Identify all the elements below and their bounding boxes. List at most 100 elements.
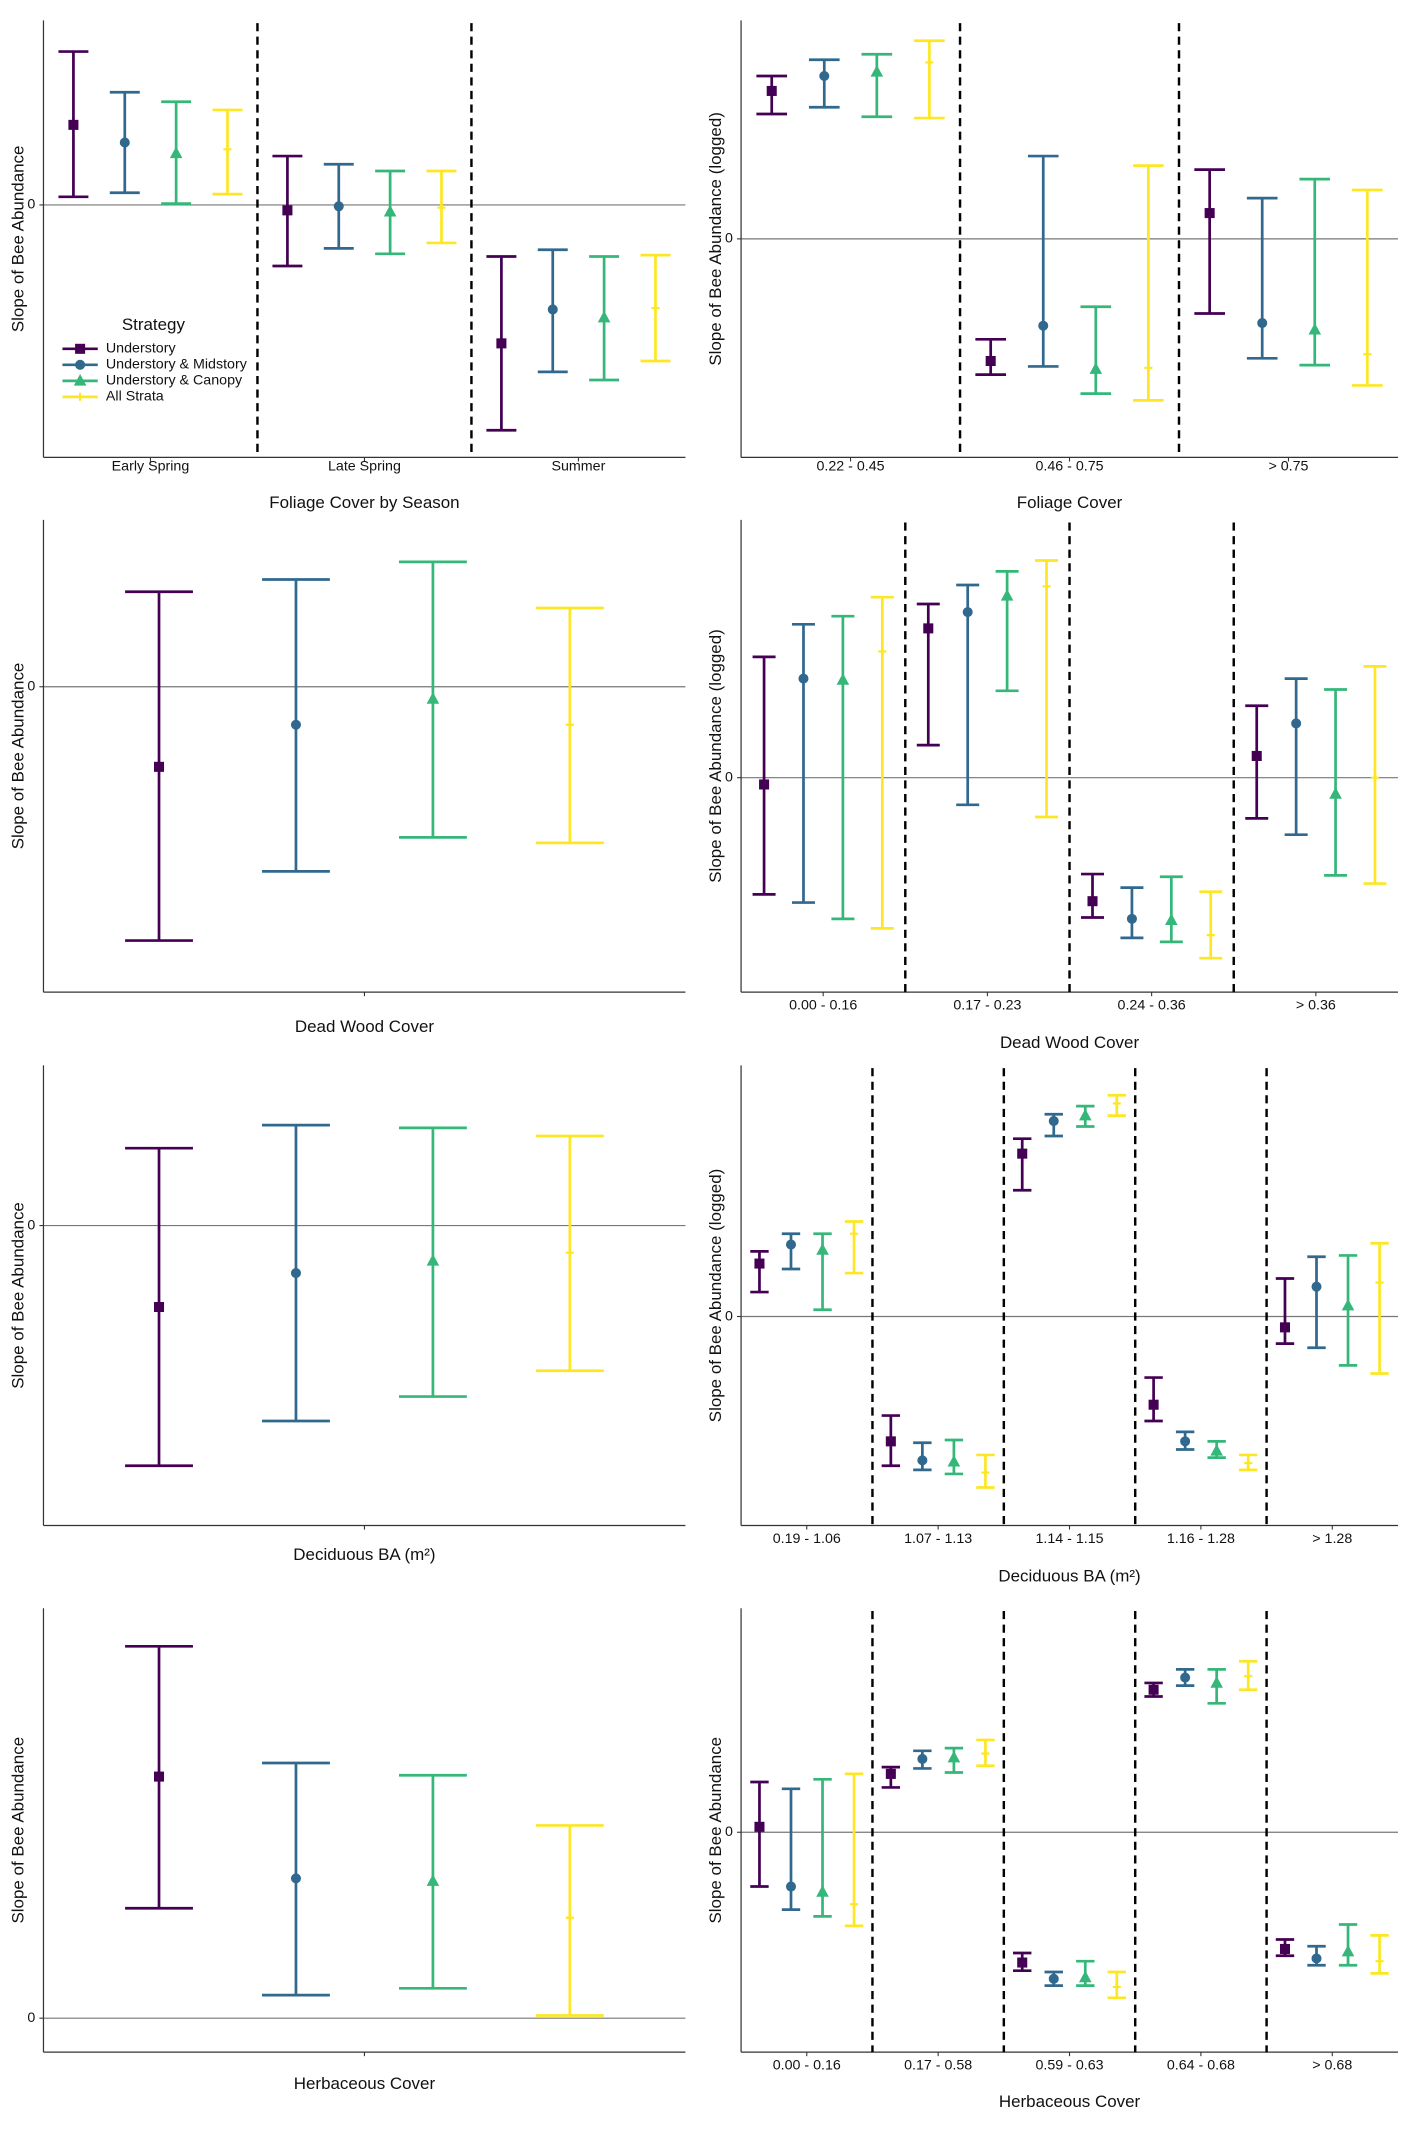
point: [426, 1874, 440, 1886]
legend-marker: [76, 392, 85, 401]
legend-label: Understory & Midstory: [106, 357, 248, 373]
point: [1144, 363, 1153, 372]
point: [870, 65, 884, 77]
point: [1206, 931, 1215, 940]
x-axis-label: Deciduous BA (m²): [998, 1567, 1140, 1586]
point: [985, 355, 996, 367]
point: [383, 204, 397, 217]
point: [923, 623, 934, 634]
point: [153, 1771, 165, 1782]
point: [1341, 1944, 1355, 1957]
point: [1089, 362, 1103, 374]
point: [1329, 787, 1342, 799]
point: [917, 1455, 928, 1466]
point: [1311, 1281, 1322, 1292]
error-bar: [956, 583, 980, 807]
x-tick-label: > 0.68: [1312, 2057, 1352, 2073]
point: [754, 1258, 765, 1269]
panel: 0 0.00 - 0.16 0.17 - 0.23 0.24 - 0.36 > 0.36…: [706, 519, 1398, 1052]
point: [947, 1750, 961, 1763]
point: [119, 137, 130, 148]
point: [290, 719, 301, 730]
y-tick-label: 0: [27, 679, 35, 695]
point: [1048, 1973, 1059, 1984]
error-bar: [791, 622, 815, 904]
y-tick-label: 0: [725, 1824, 733, 1840]
point: [785, 1881, 797, 1892]
point: [836, 673, 850, 685]
point: [754, 1821, 765, 1832]
point: [426, 1254, 440, 1266]
point: [153, 1301, 165, 1313]
error-bar: [1081, 872, 1105, 919]
point: [1210, 1676, 1223, 1688]
point: [1078, 1108, 1092, 1121]
error-bar: [870, 595, 894, 930]
x-tick-label: 0.46 - 0.75: [1035, 459, 1103, 475]
y-tick-label: 0: [725, 231, 733, 247]
point: [1126, 913, 1137, 924]
point: [437, 203, 446, 212]
point: [223, 145, 232, 154]
point: [597, 310, 611, 323]
point: [1375, 1957, 1384, 1966]
panel: 0 0.22 - 0.45 0.46 - 0.75 > 0.75 Foliage Cov…: [706, 20, 1398, 512]
legend-label: All Strata: [106, 389, 164, 405]
x-tick-label: Early Spring: [112, 459, 190, 475]
x-axis-label: Dead Wood Cover: [295, 1017, 435, 1036]
point: [1308, 322, 1322, 335]
point: [1038, 320, 1049, 331]
point: [798, 673, 809, 684]
point: [1078, 1970, 1092, 1983]
y-tick-label: 0: [27, 1217, 35, 1233]
x-tick-label: 0.19 - 1.06: [773, 1531, 841, 1547]
error-bar: [1027, 154, 1059, 368]
point: [565, 720, 574, 729]
x-tick-label: Summer: [552, 459, 606, 475]
point: [1017, 1148, 1028, 1159]
error-bar: [1013, 1137, 1032, 1192]
point: [333, 201, 344, 212]
x-tick-label: 0.59 - 0.63: [1035, 2057, 1103, 2073]
point: [153, 761, 165, 772]
error-bar: [1199, 890, 1223, 960]
panel: 0 Deciduous BA (m²) Slope of Bee Abundance: [9, 1065, 686, 1564]
x-tick-label: > 0.36: [1296, 997, 1336, 1013]
x-tick-label: 1.16 - 1.28: [1167, 1531, 1235, 1547]
y-tick-label: 0: [27, 197, 35, 213]
error-bar: [1144, 1376, 1163, 1423]
point: [816, 1243, 829, 1255]
point: [816, 1885, 829, 1897]
error-bar: [1307, 1255, 1326, 1350]
panel: 0 0.19 - 1.06 1.07 - 1.13 1.14 - 1.15 1.16 -…: [706, 1065, 1398, 1586]
point: [885, 1436, 896, 1447]
error-bar: [752, 655, 776, 896]
error-bar: [1120, 886, 1144, 940]
error-bar: [1194, 168, 1225, 315]
x-tick-label: > 0.75: [1268, 459, 1308, 475]
y-axis-label: Slope of Bee Abundance (logged): [706, 629, 725, 883]
x-tick-label: 0.22 - 0.45: [816, 459, 884, 475]
point: [819, 70, 830, 82]
error-bar: [781, 1232, 801, 1271]
point: [981, 1749, 990, 1758]
x-tick-label: > 1.28: [1312, 1531, 1352, 1547]
y-axis-label: Slope of Bee Abundance: [9, 1202, 28, 1389]
x-axis-label: Foliage Cover: [1017, 493, 1123, 512]
point: [565, 1248, 574, 1257]
y-axis-label: Slope of Bee Abundance (logged): [706, 1169, 725, 1423]
point: [981, 1468, 990, 1477]
legend-marker: [75, 343, 86, 354]
point: [885, 1768, 896, 1779]
x-axis-label: Herbaceous Cover: [294, 2074, 436, 2093]
point: [68, 119, 79, 130]
point: [759, 779, 770, 790]
point: [1087, 896, 1098, 907]
x-axis-label: Foliage Cover by Season: [269, 493, 459, 512]
point: [925, 58, 934, 67]
point: [496, 338, 507, 349]
y-axis-label: Slope of Bee Abundance: [9, 1737, 28, 1924]
x-tick-label: 0.24 - 0.36: [1118, 997, 1186, 1013]
x-axis-label: Deciduous BA (m²): [293, 1545, 435, 1564]
y-axis-label: Slope of Bee Abundance (logged): [706, 112, 725, 366]
